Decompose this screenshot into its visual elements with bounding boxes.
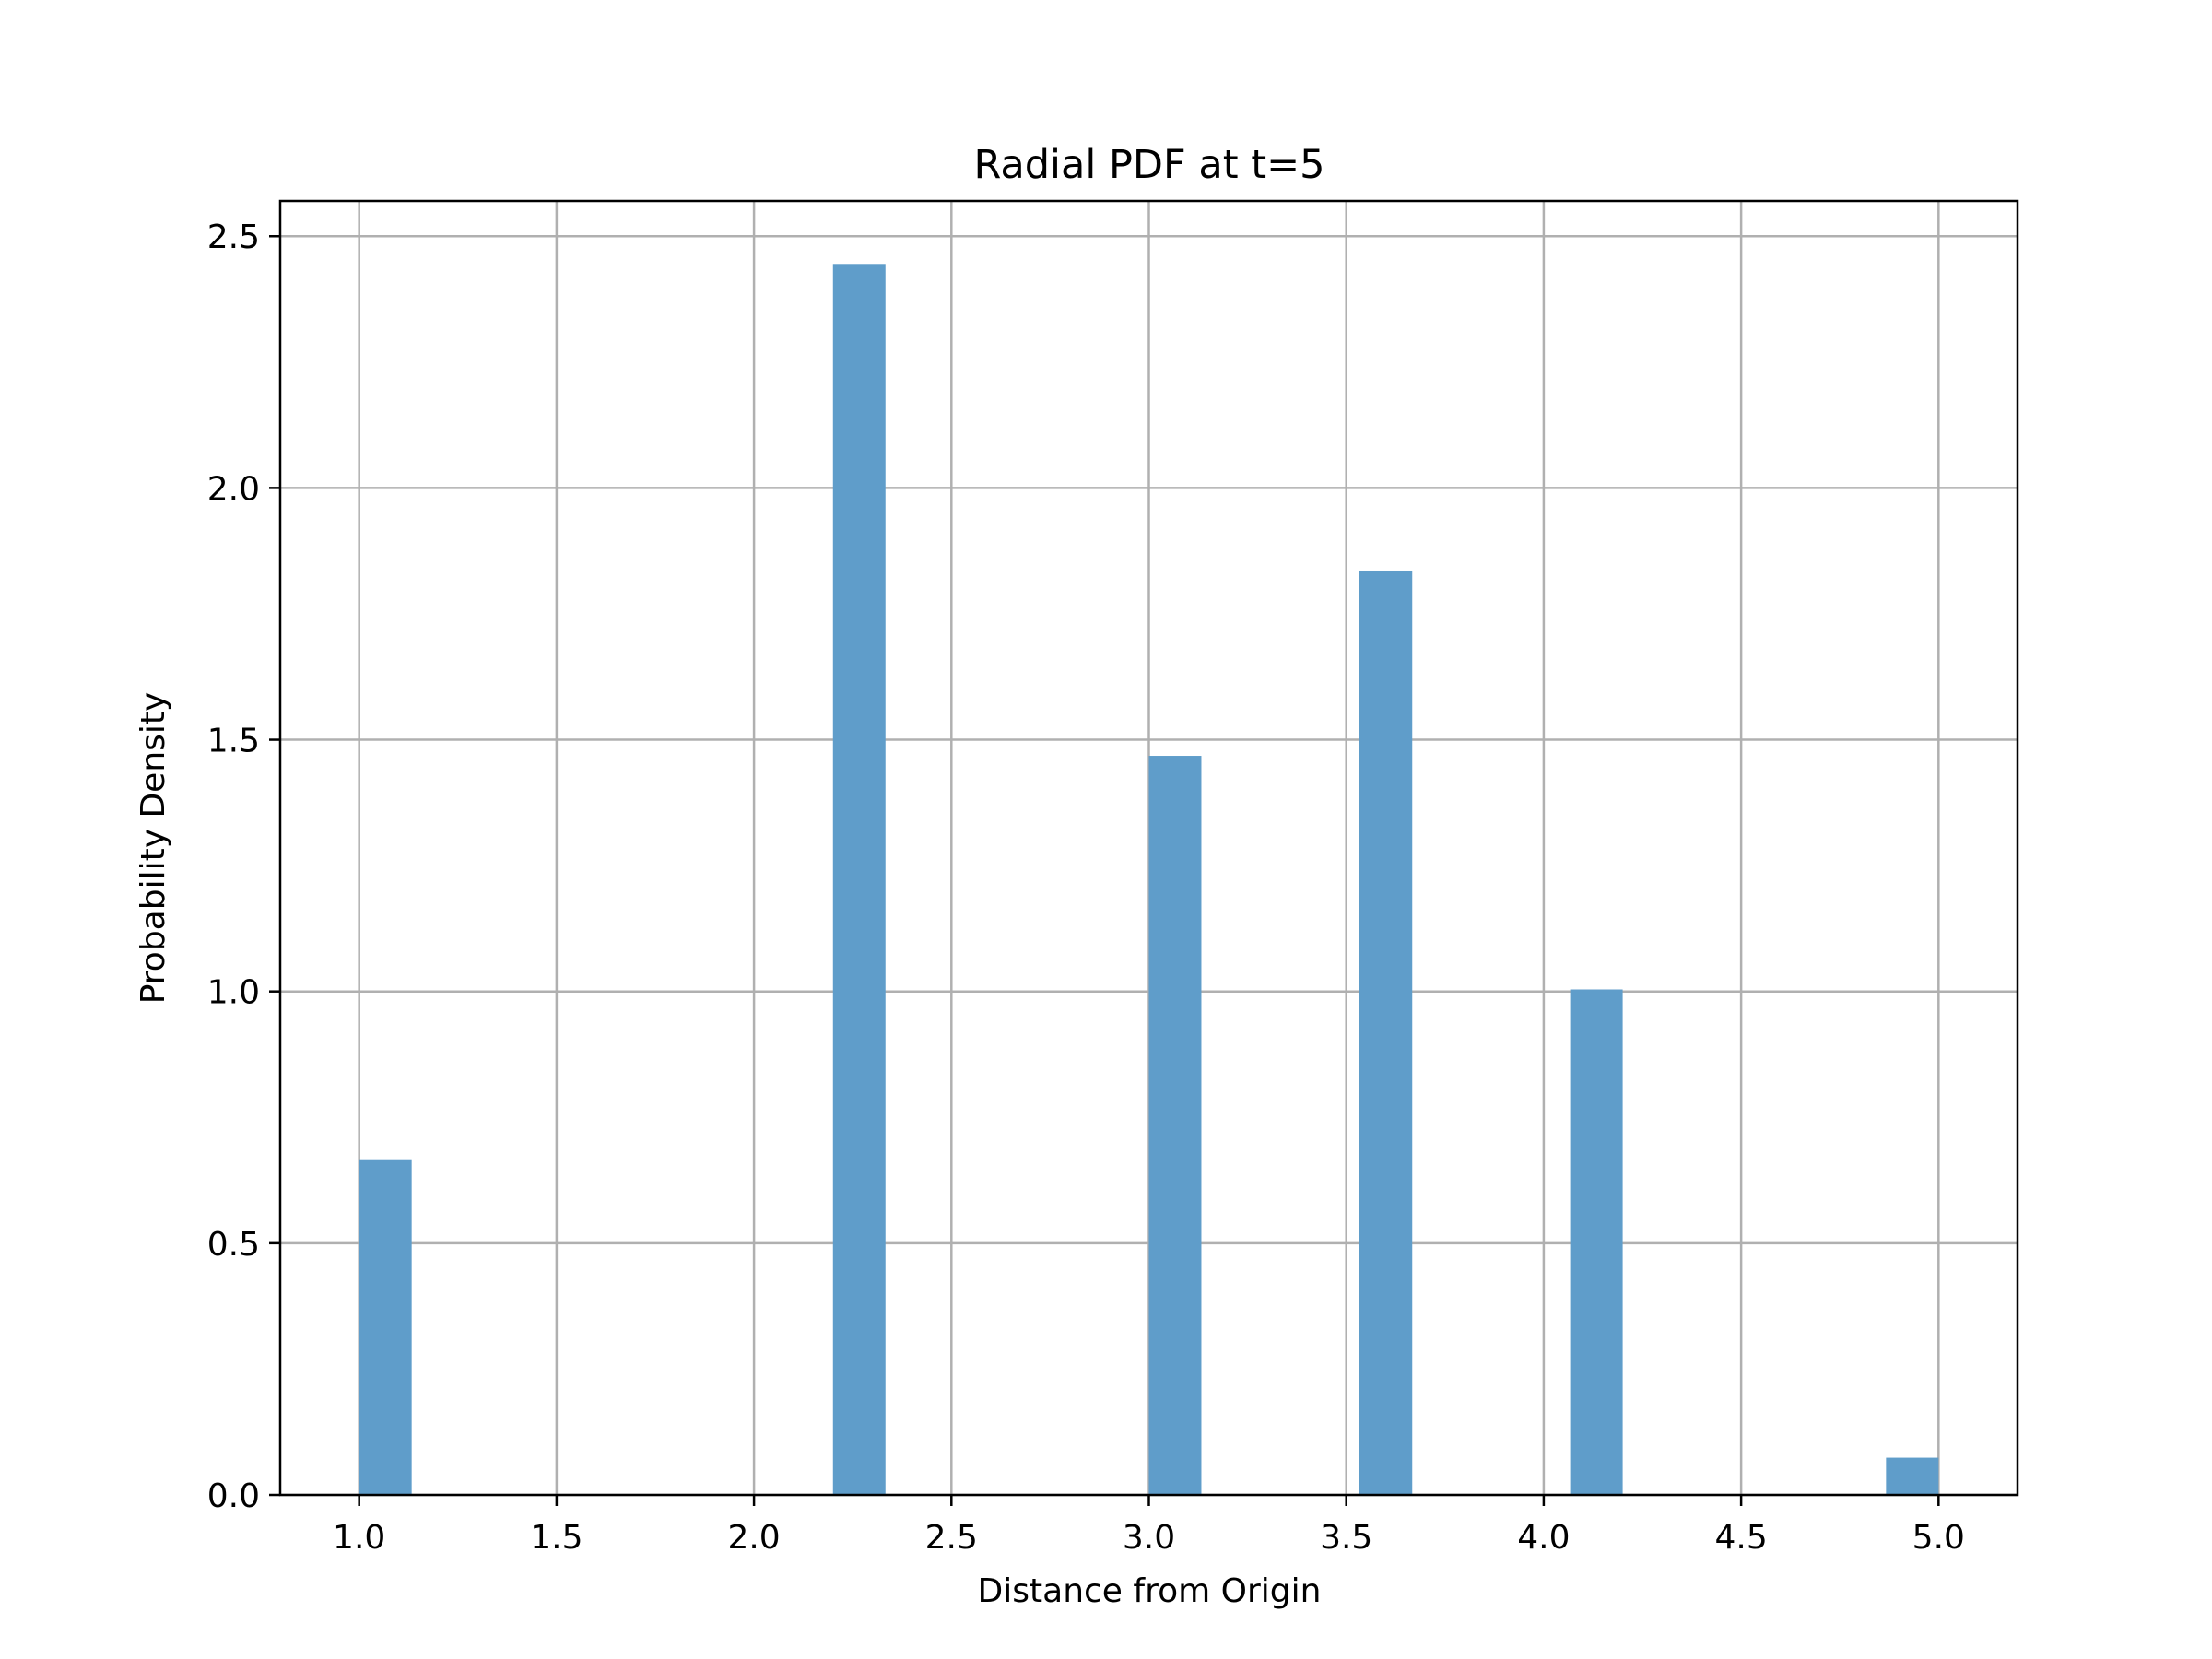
y-tick-label-4: 2.0 xyxy=(207,470,260,508)
histogram-bars xyxy=(359,264,1939,1495)
x-axis-ticks: 1.0 1.5 2.0 2.5 3.0 3.5 4.0 4.5 5.0 xyxy=(333,1495,1965,1557)
x-tick-label-5: 3.5 xyxy=(1320,1519,1372,1557)
chart-title: Radial PDF at t=5 xyxy=(973,142,1324,188)
x-tick-label-7: 4.5 xyxy=(1714,1519,1767,1557)
y-tick-label-1: 0.5 xyxy=(207,1226,260,1264)
histogram-bar-4 xyxy=(1570,989,1623,1495)
x-tick-label-4: 3.0 xyxy=(1123,1519,1175,1557)
y-tick-label-2: 1.0 xyxy=(207,974,260,1012)
histogram-bar-2 xyxy=(1148,756,1202,1495)
x-tick-label-3: 2.5 xyxy=(925,1519,978,1557)
y-tick-label-5: 2.5 xyxy=(207,218,260,256)
x-tick-label-1: 1.5 xyxy=(530,1519,582,1557)
histogram-bar-3 xyxy=(1359,570,1413,1495)
histogram-bar-5 xyxy=(1886,1457,1939,1495)
x-tick-label-6: 4.0 xyxy=(1517,1519,1570,1557)
y-tick-label-0: 0.0 xyxy=(207,1477,260,1515)
histogram-bar-1 xyxy=(832,264,886,1495)
x-tick-label-2: 2.0 xyxy=(727,1519,780,1557)
histogram-bar-0 xyxy=(359,1159,412,1495)
x-axis-label: Distance from Origin xyxy=(978,1572,1322,1610)
x-tick-label-0: 1.0 xyxy=(333,1519,385,1557)
y-axis-ticks: 0.0 0.5 1.0 1.5 2.0 2.5 xyxy=(207,218,280,1515)
y-axis-label: Probability Density xyxy=(135,692,172,1005)
x-tick-label-8: 5.0 xyxy=(1912,1519,1965,1557)
y-tick-label-3: 1.5 xyxy=(207,723,260,760)
